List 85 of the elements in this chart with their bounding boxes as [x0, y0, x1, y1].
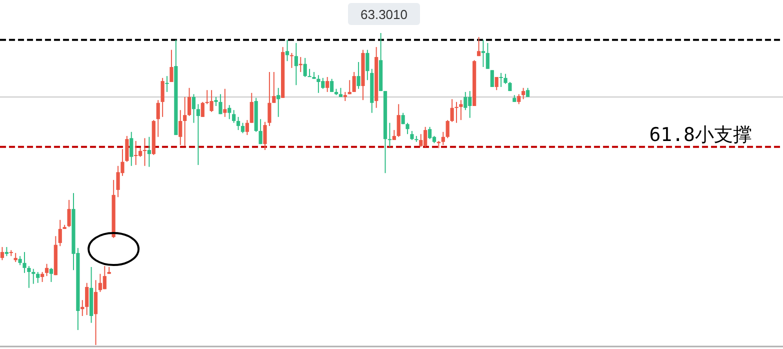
candlestick	[330, 78, 334, 92]
candlestick	[459, 100, 463, 121]
candlestick	[134, 140, 138, 166]
candlestick	[4, 246, 8, 257]
candlestick	[490, 70, 494, 88]
candlestick	[165, 76, 169, 92]
candlestick	[388, 122, 392, 148]
candlestick	[476, 36, 481, 57]
candlestick	[58, 219, 62, 247]
candlestick	[494, 76, 498, 91]
candlestick	[276, 87, 280, 118]
candlestick	[44, 263, 49, 277]
candlestick	[263, 121, 267, 150]
candlestick	[183, 96, 187, 146]
text: 63.3010	[360, 7, 408, 22]
candlestick	[290, 52, 294, 68]
candlestick	[396, 104, 400, 138]
candlestick	[240, 122, 245, 134]
candlestick	[268, 72, 272, 126]
candlestick	[36, 271, 40, 284]
candlestick	[338, 87, 343, 98]
candlestick	[80, 300, 84, 316]
candlestick	[446, 120, 450, 139]
candlestick	[486, 42, 490, 70]
candlestick	[14, 252, 18, 263]
candlestick	[187, 87, 192, 116]
candlestick	[192, 94, 196, 124]
candlestick	[356, 62, 360, 90]
candlestick	[352, 72, 356, 92]
candlestick	[245, 120, 249, 136]
candlestick	[348, 80, 352, 95]
candlestick	[214, 96, 218, 107]
candlestick	[303, 57, 307, 78]
candlestick	[196, 104, 200, 166]
candlestick	[200, 101, 204, 118]
candlestick	[326, 76, 330, 92]
candlestick	[464, 91, 468, 111]
candlestick	[450, 98, 454, 122]
candlestick	[160, 77, 164, 118]
candlestick	[210, 90, 214, 112]
candlestick	[49, 267, 54, 282]
candlestick	[98, 273, 102, 292]
candlestick	[232, 110, 236, 124]
ref-line-label: 61.8小支撑	[649, 124, 752, 146]
candlestick	[522, 87, 526, 100]
candlestick	[218, 94, 222, 115]
candlestick	[22, 252, 26, 274]
candlestick	[250, 92, 254, 124]
candlestick	[236, 116, 240, 131]
candlestick	[428, 126, 432, 140]
candlestick	[130, 131, 134, 166]
candlestick	[170, 49, 174, 82]
candlestick	[156, 100, 160, 138]
candlestick	[410, 130, 414, 141]
candlestick	[178, 110, 182, 146]
candlestick	[517, 94, 521, 105]
candlestick	[504, 73, 508, 84]
candlestick	[94, 280, 98, 346]
candlestick	[316, 74, 320, 94]
candlestick	[0, 246, 4, 261]
candlestick	[526, 87, 530, 98]
candlestick	[366, 49, 370, 81]
candlestick	[406, 122, 410, 135]
candlestick	[32, 268, 36, 284]
candlestick	[67, 199, 71, 228]
candlestick	[85, 282, 89, 316]
candlestick	[18, 256, 22, 266]
candlestick	[499, 72, 503, 88]
candlestick	[223, 88, 227, 118]
candlestick	[294, 42, 298, 86]
candlestick	[142, 138, 147, 166]
candlestick	[481, 39, 486, 68]
candlestick	[419, 134, 423, 148]
candlestick	[125, 135, 129, 162]
candlestick	[27, 266, 31, 288]
candlestick	[272, 72, 276, 104]
candlestick	[258, 118, 262, 145]
candlestick	[285, 39, 290, 62]
candlestick	[102, 266, 106, 290]
candlestick	[343, 91, 347, 102]
candlestick	[454, 101, 458, 124]
candlestick	[228, 104, 232, 120]
candlestick	[40, 271, 44, 282]
candlestick	[147, 136, 151, 168]
candlestick	[441, 131, 445, 146]
